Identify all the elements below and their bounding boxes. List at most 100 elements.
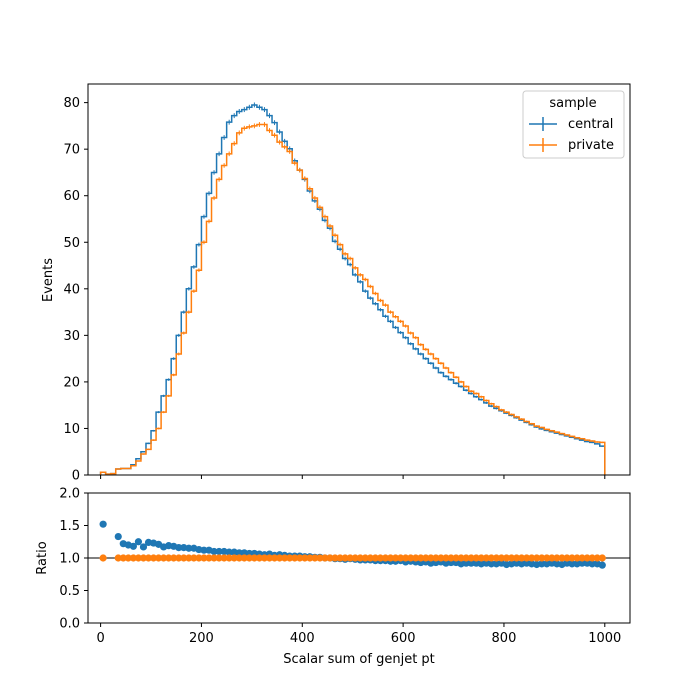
series-private: [99, 122, 606, 475]
ratio-point-private: [396, 554, 405, 562]
ratio-point-private: [286, 554, 294, 562]
top-y-axis-label: Events: [41, 258, 56, 302]
top-y-tick-label: 20: [63, 375, 80, 390]
top-y-tick-label: 10: [63, 422, 80, 437]
ratio-point-private: [558, 554, 566, 562]
bottom-x-tick-label: 0: [96, 631, 104, 646]
top-plot-area: [99, 102, 606, 475]
ratio-point-private: [331, 554, 339, 562]
ratio-point-private: [301, 554, 309, 562]
ratio-point-private: [265, 554, 274, 562]
ratio-point-private: [296, 554, 304, 562]
ratio-point-private: [165, 554, 173, 562]
ratio-point-private: [154, 554, 163, 562]
ratio-point-private: [291, 554, 299, 562]
ratio-point-private: [588, 554, 596, 562]
legend-label-central: central: [568, 117, 613, 132]
ratio-point-private: [336, 554, 344, 562]
ratio-point-private: [361, 554, 369, 562]
ratio-point-private: [502, 554, 511, 562]
ratio-point-private: [114, 554, 122, 562]
ratio-point-private: [190, 554, 198, 562]
ratio-point-private: [235, 554, 243, 562]
ratio-point-private: [180, 554, 188, 562]
top-y-tick-label: 80: [63, 96, 80, 111]
ratio-point-private: [593, 554, 601, 562]
ratio-point-private: [346, 554, 354, 562]
ratio-point-private: [356, 554, 364, 562]
ratio-point-private: [311, 554, 319, 562]
ratio-point-central: [129, 542, 137, 550]
top-y-ticks: 0 10 20 30 40 50 60 70 80: [63, 96, 88, 484]
ratio-point-private: [407, 554, 415, 562]
top-axes-frame: [87, 83, 631, 476]
ratio-point-private: [553, 554, 561, 562]
ratio-point-private: [578, 554, 586, 562]
ratio-point-central: [114, 532, 122, 541]
ratio-point-private: [240, 554, 248, 562]
ratio-point-private: [306, 554, 314, 562]
ratio-point-private: [427, 554, 435, 562]
ratio-point-private: [417, 554, 425, 562]
ratio-point-private: [457, 554, 465, 562]
ratio-point-private: [220, 554, 228, 562]
legend-box: [522, 90, 625, 159]
ratio-point-central: [200, 546, 208, 554]
ratio-point-private: [175, 554, 183, 562]
ratio-point-private: [205, 554, 213, 562]
ratio-point-private: [432, 554, 440, 562]
ratio-point-private: [170, 554, 178, 562]
top-panel: 0 10 20 30 40 50 60 70 80 Events sample central …: [41, 83, 631, 484]
ratio-point-private: [215, 554, 223, 562]
x-axis-label: Scalar sum of genjet pt: [283, 652, 435, 667]
ratio-point-central: [175, 544, 183, 552]
bottom-y-tick-label: 1.5: [59, 519, 80, 534]
ratio-point-private: [533, 554, 541, 562]
ratio-point-central: [538, 560, 546, 568]
ratio-series-private: [99, 554, 606, 562]
legend-title: sample: [549, 96, 596, 111]
ratio-point-central: [210, 547, 218, 556]
ratio-point-private: [245, 554, 253, 562]
ratio-point-private: [462, 554, 470, 562]
ratio-point-private: [442, 554, 450, 562]
ratio-point-private: [452, 554, 460, 562]
ratio-point-private: [381, 554, 390, 562]
ratio-point-private: [538, 554, 546, 562]
ratio-point-private: [598, 554, 606, 562]
ratio-point-private: [497, 554, 506, 562]
ratio-point-private: [139, 554, 148, 562]
ratio-point-private: [200, 554, 208, 562]
ratio-point-private: [528, 554, 536, 562]
ratio-point-private: [467, 554, 475, 562]
ratio-point-private: [573, 554, 581, 562]
ratio-point-private: [124, 554, 132, 562]
ratio-point-central: [134, 538, 143, 546]
top-y-tick-label: 70: [63, 143, 80, 158]
bottom-y-tick-label: 1.0: [59, 552, 80, 567]
ratio-point-private: [523, 554, 531, 562]
ratio-point-private: [316, 554, 324, 562]
top-y-tick-label: 50: [63, 236, 80, 251]
ratio-point-private: [351, 554, 359, 562]
ratio-point-private: [563, 554, 571, 562]
ratio-point-central: [578, 559, 586, 567]
ratio-point-private: [230, 554, 238, 562]
ratio-point-central: [99, 520, 107, 528]
bottom-x-tick-label: 1000: [588, 631, 621, 646]
ratio-point-private: [402, 554, 410, 562]
ratio-point-private: [129, 554, 137, 562]
ratio-point-private: [371, 554, 379, 562]
ratio-series-central: [99, 520, 606, 569]
legend-entry-central: central: [529, 117, 613, 132]
bottom-panel: 0 200 400 600 800 1000 0.0 0.5 1.0 1.5 2.0 Scalar…: [35, 487, 631, 667]
ratio-point-private: [275, 554, 284, 562]
ratio-point-private: [386, 554, 395, 562]
bottom-x-tick-label: 400: [290, 631, 315, 646]
ratio-point-private: [160, 554, 168, 562]
ratio-point-private: [472, 554, 480, 562]
ratio-point-private: [260, 554, 269, 562]
ratio-point-private: [270, 554, 279, 562]
ratio-point-central: [588, 560, 596, 568]
